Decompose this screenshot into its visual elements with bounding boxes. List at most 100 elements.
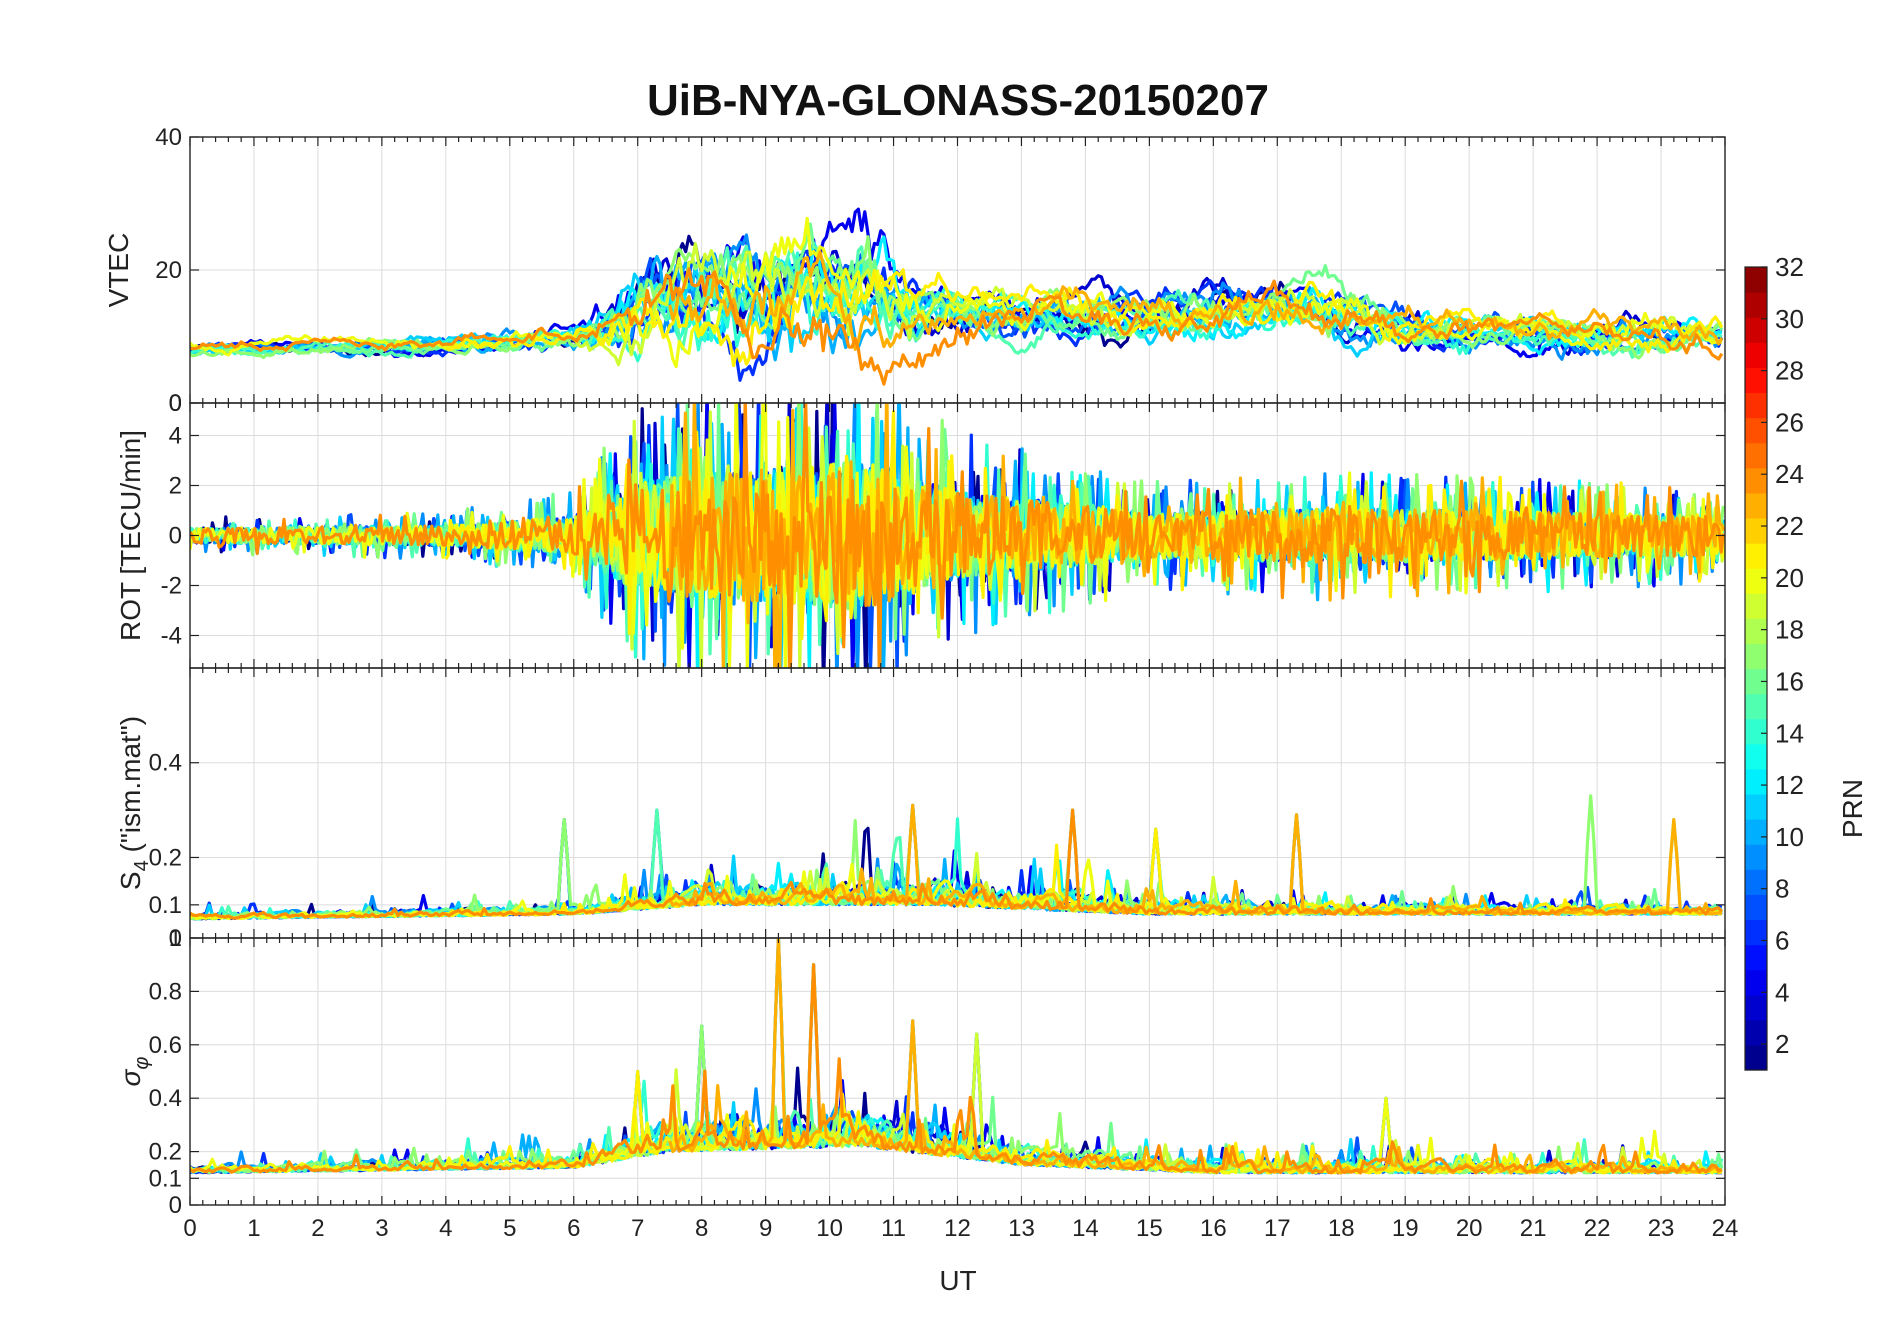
x-tick-label: 1 <box>247 1215 260 1242</box>
panel-s4: 0.1 0.2 0.4 S4 ("ism.mat") <box>115 667 1726 939</box>
x-tick-label: 4 <box>439 1215 452 1242</box>
colorbar-tick-label: 8 <box>1775 874 1789 904</box>
x-tick-label: 11 <box>881 1215 906 1242</box>
series-line-prn-24 <box>190 403 1725 668</box>
colorbar-level <box>1745 718 1767 745</box>
y-tick-label: 0.4 <box>149 750 182 777</box>
x-tick-label: 0 <box>183 1215 196 1242</box>
colorbar-level <box>1745 944 1767 971</box>
panel-y-ticks <box>190 434 1725 637</box>
colorbar-tick-label: 20 <box>1775 563 1804 593</box>
y-tick-label: 1 <box>169 925 182 952</box>
colorbar-level <box>1745 768 1767 795</box>
x-tick-label: 15 <box>1136 1215 1163 1242</box>
colorbar-level <box>1745 618 1767 645</box>
x-tick-label: 9 <box>759 1215 772 1242</box>
panel-x-ticks <box>189 137 1726 403</box>
x-tick-label: 18 <box>1328 1215 1355 1242</box>
colorbar-tick-label: 26 <box>1775 407 1804 437</box>
colorbar-level <box>1745 317 1767 343</box>
colorbar-level <box>1745 969 1767 996</box>
colorbar-level <box>1745 292 1767 318</box>
x-axis-label: UT <box>939 1265 976 1296</box>
x-tick-label: 14 <box>1072 1215 1099 1242</box>
colorbar-level <box>1745 467 1767 494</box>
x-tick-label: 20 <box>1456 1215 1483 1242</box>
colorbar-tick-label: 18 <box>1775 615 1804 645</box>
colorbar-tick-label: 28 <box>1775 356 1804 386</box>
x-tick-label: 2 <box>311 1215 324 1242</box>
y-tick-label: 40 <box>155 124 182 151</box>
colorbar-tick-label: 22 <box>1775 511 1804 541</box>
colorbar-label: PRN <box>1837 779 1868 838</box>
colorbar-frame <box>1744 266 1768 1071</box>
panel-rot: -4 -2 0 2 4 0 ROT [TECU/min] <box>115 390 1726 669</box>
colorbar-tick-label: 2 <box>1775 1029 1789 1059</box>
colorbar-level <box>1745 267 1767 293</box>
colorbar-level <box>1745 793 1767 820</box>
x-tick-label: 16 <box>1200 1215 1227 1242</box>
colorbar-tick-label: 24 <box>1775 459 1804 489</box>
x-tick-label: 5 <box>503 1215 516 1242</box>
y-tick-label-top: 0 <box>169 390 182 417</box>
panel-y-ticks <box>190 937 1725 1206</box>
series-line-prn-23 <box>668 938 1723 1175</box>
panel-y-ticks <box>190 762 1725 906</box>
x-tick-label: 22 <box>1584 1215 1611 1242</box>
panel-series <box>190 794 1723 921</box>
x-tick-label: 3 <box>375 1215 388 1242</box>
colorbar-tick-label: 14 <box>1775 718 1804 748</box>
colorbar-level <box>1745 392 1767 419</box>
y-tick-label: 0.2 <box>149 1139 182 1166</box>
colorbar-level <box>1745 417 1767 444</box>
y-tick-label: 20 <box>155 257 182 284</box>
series-line-prn-24 <box>190 963 1722 1175</box>
panel-series <box>190 207 1724 386</box>
y-label-main: σ <box>115 1068 146 1086</box>
panel-x-ticks <box>189 403 1726 668</box>
colorbar-level <box>1745 342 1767 368</box>
series-line-prn-24 <box>190 808 1723 920</box>
colorbar-tick-label: 16 <box>1775 666 1804 696</box>
colorbar-level <box>1745 1019 1767 1046</box>
colorbar-level <box>1745 894 1767 921</box>
colorbar-level <box>1745 869 1767 895</box>
chart-title: UiB-NYA-GLONASS-20150207 <box>647 76 1269 125</box>
x-tick-label: 23 <box>1648 1215 1675 1242</box>
y-tick-label: 0 <box>169 390 182 417</box>
colorbar-level <box>1745 543 1767 569</box>
colorbar-level <box>1745 643 1767 670</box>
y-tick-label: 0.1 <box>149 892 182 919</box>
panel-grid <box>189 136 1726 404</box>
x-tick-labels: 0 1 2 3 4 5 6 7 8 9 10 11 12 13 14 15 16 17 18 19 20 21 22 23 24 <box>183 1215 1738 1242</box>
colorbar-level <box>1745 492 1767 519</box>
y-tick-label: 4 <box>169 423 182 450</box>
x-tick-label: 13 <box>1008 1215 1035 1242</box>
x-tick-label: 24 <box>1712 1215 1739 1242</box>
x-tick-label: 7 <box>631 1215 644 1242</box>
colorbar-tick-label: 30 <box>1775 304 1804 334</box>
colorbar-level <box>1745 1044 1767 1071</box>
colorbar-level <box>1745 442 1767 469</box>
colorbar-level <box>1745 568 1767 594</box>
colorbar-tick-label: 32 <box>1775 252 1804 282</box>
colorbar-level <box>1745 994 1767 1021</box>
y-axis-label: σφ <box>115 1057 153 1087</box>
y-label-sub: φ <box>131 1057 153 1070</box>
y-tick-label: 0.2 <box>149 844 182 871</box>
colorbar-level <box>1745 819 1767 845</box>
colorbar-tick-label: 10 <box>1775 822 1804 852</box>
colorbar-level <box>1745 743 1767 770</box>
x-tick-label: 10 <box>816 1215 843 1242</box>
panel-series <box>190 403 1725 668</box>
y-label-main: S <box>115 871 146 890</box>
x-tick-label: 19 <box>1392 1215 1419 1242</box>
y-tick-label: 0 <box>169 523 182 550</box>
x-tick-label: 8 <box>695 1215 708 1242</box>
y-tick-label: 0.4 <box>149 1085 182 1112</box>
y-label-sub: 4 <box>131 860 153 871</box>
y-label-rest: ("ism.mat") <box>115 716 146 860</box>
